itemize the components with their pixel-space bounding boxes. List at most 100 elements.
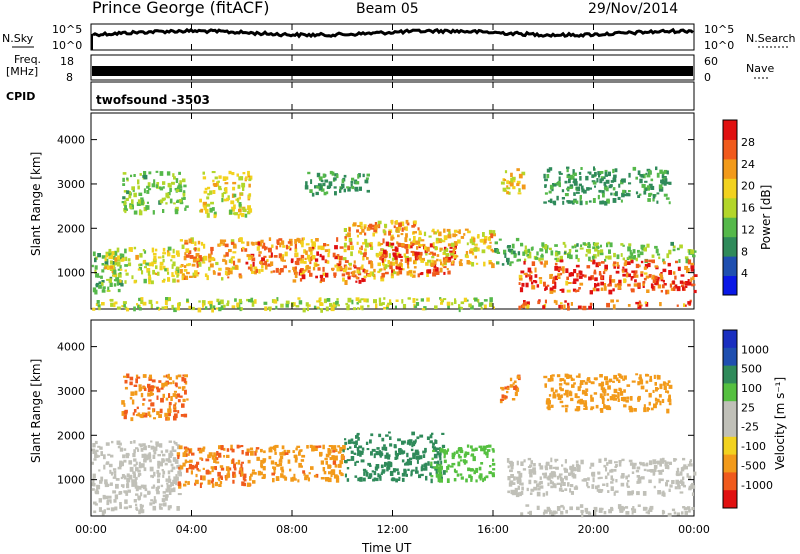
- data-cell: [335, 478, 340, 483]
- data-cell: [395, 247, 399, 252]
- data-cell: [396, 271, 400, 276]
- data-cell: [526, 304, 530, 309]
- data-cell: [179, 239, 183, 242]
- data-cell: [383, 444, 386, 447]
- data-cell: [138, 297, 141, 302]
- data-cell: [576, 289, 580, 292]
- data-cell: [551, 374, 555, 377]
- data-cell: [609, 274, 612, 278]
- data-cell: [140, 414, 144, 419]
- data-cell: [432, 261, 435, 267]
- data-cell: [628, 243, 632, 247]
- data-cell: [512, 178, 516, 183]
- data-cell: [604, 184, 607, 187]
- data-cell: [506, 257, 510, 263]
- data-cell: [675, 473, 680, 476]
- data-cell: [416, 256, 420, 260]
- data-cell: [494, 248, 498, 253]
- colorbar-segment: [723, 256, 737, 277]
- data-cell: [567, 173, 571, 176]
- data-cell: [197, 447, 202, 451]
- data-cell: [486, 445, 489, 448]
- data-cell: [158, 186, 162, 190]
- data-cell: [663, 510, 666, 514]
- data-cell: [564, 475, 567, 479]
- data-cell: [153, 499, 157, 504]
- data-cell: [635, 176, 638, 180]
- data-cell: [576, 191, 580, 194]
- data-cell: [126, 373, 130, 379]
- data-cell: [357, 437, 360, 441]
- data-cell: [501, 387, 505, 391]
- data-cell: [391, 219, 394, 225]
- data-cell: [667, 380, 671, 383]
- data-cell: [325, 306, 329, 312]
- data-cell: [303, 269, 307, 272]
- data-cell: [544, 465, 548, 469]
- data-cell: [415, 470, 419, 474]
- data-cell: [443, 453, 446, 457]
- data-cell: [365, 298, 369, 303]
- data-cell: [255, 449, 258, 453]
- data-cell: [659, 170, 663, 174]
- data-cell: [686, 473, 689, 478]
- data-cell: [216, 307, 220, 310]
- freq-tick-low: 8: [66, 71, 73, 84]
- data-cell: [604, 169, 608, 173]
- data-cell: [116, 441, 120, 445]
- data-cell: [400, 259, 403, 262]
- data-cell: [590, 259, 593, 262]
- data-cell: [334, 464, 338, 468]
- data-cell: [579, 504, 584, 508]
- data-cell: [692, 276, 695, 281]
- data-cell: [140, 504, 144, 508]
- data-cell: [125, 452, 130, 457]
- data-cell: [374, 466, 378, 471]
- data-cell: [164, 381, 168, 387]
- data-cell: [566, 187, 570, 191]
- data-cell: [602, 483, 606, 486]
- data-cell: [491, 448, 495, 451]
- data-cell: [567, 482, 570, 487]
- data-cell: [401, 440, 405, 445]
- data-cell: [336, 174, 339, 179]
- data-cell: [594, 283, 597, 288]
- data-cell: [676, 512, 681, 516]
- data-cell: [585, 200, 588, 205]
- data-cell: [172, 487, 176, 493]
- data-cell: [139, 414, 142, 418]
- data-cell: [247, 256, 252, 261]
- data-cell: [332, 252, 336, 258]
- data-cell: [388, 431, 391, 434]
- data-cell: [634, 274, 639, 278]
- data-cell: [133, 499, 137, 503]
- data-cell: [100, 451, 103, 456]
- data-cell: [635, 191, 639, 195]
- data-cell: [544, 178, 548, 182]
- data-cell: [648, 401, 651, 406]
- data-cell: [110, 302, 114, 307]
- data-cell: [453, 229, 458, 233]
- data-cell: [639, 374, 642, 379]
- data-cell: [217, 243, 221, 247]
- data-cell: [238, 445, 241, 448]
- data-cell: [346, 447, 349, 451]
- cpid-value: twofsound -3503: [96, 93, 210, 107]
- data-cell: [406, 222, 410, 226]
- data-cell: [403, 253, 407, 258]
- data-cell: [516, 375, 521, 379]
- data-cell: [246, 448, 250, 453]
- data-cell: [139, 508, 143, 514]
- data-cell: [431, 445, 435, 449]
- data-cell: [135, 487, 139, 492]
- data-cell: [120, 283, 124, 287]
- data-cell: [377, 241, 381, 245]
- data-cell: [160, 387, 164, 390]
- data-cell: [123, 506, 128, 510]
- data-cell: [397, 266, 401, 270]
- data-cell: [400, 233, 404, 236]
- data-cell: [101, 263, 104, 266]
- data-cell: [604, 171, 608, 177]
- data-cell: [668, 394, 671, 399]
- data-cell: [100, 476, 104, 482]
